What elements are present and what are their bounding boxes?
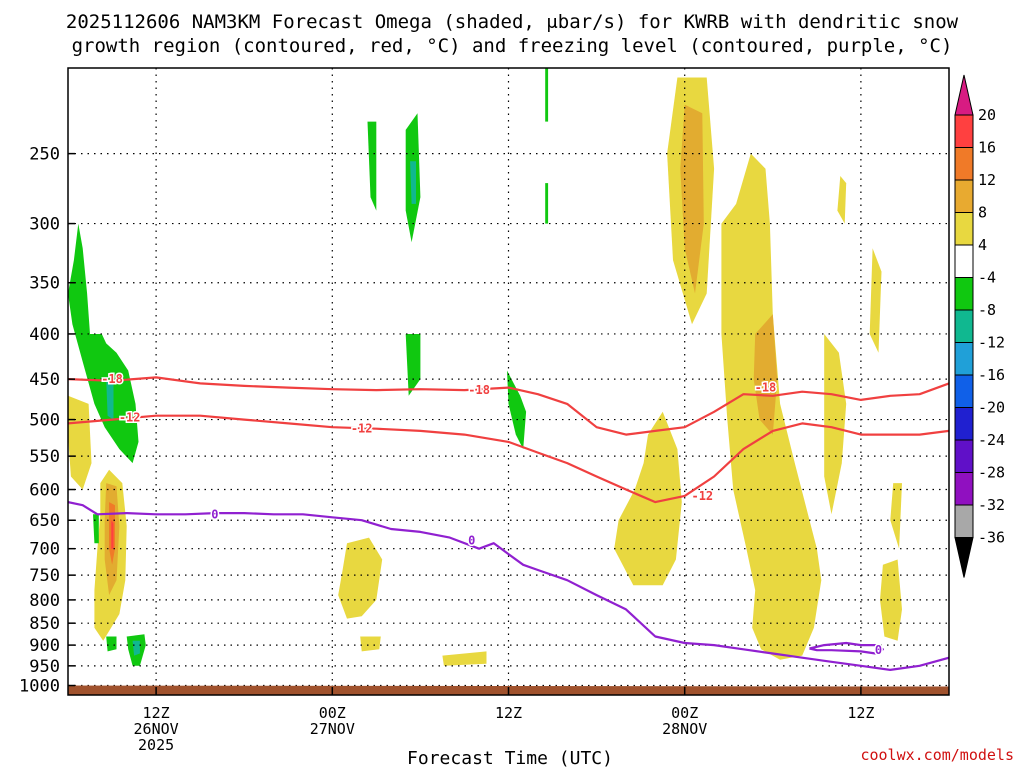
contour-label-1: -12 — [119, 410, 141, 424]
contour-label-4: -12 — [691, 489, 713, 503]
contour-label-7: 0 — [468, 533, 475, 547]
x-tick-label-18-1: 00Z — [319, 704, 346, 722]
colorbar-bottom-triangle — [954, 537, 974, 578]
colorbar-box-2 — [954, 147, 974, 181]
y-tick-label-700: 700 — [29, 540, 60, 560]
omega-region-16 — [890, 483, 902, 549]
colorbar-box-8 — [954, 342, 974, 376]
colorbar-label-7: -12 — [978, 334, 1005, 352]
x-tick-label-30-1: 12Z — [495, 704, 522, 722]
colorbar-label-9: -20 — [978, 399, 1005, 417]
colorbar-label-11: -28 — [978, 464, 1005, 482]
omega-region-30 — [545, 183, 549, 224]
omega-region-19 — [106, 379, 114, 420]
y-tick-label-1000: 1000 — [19, 677, 60, 697]
contour-label-0: -18 — [101, 372, 123, 386]
colorbar-box-9 — [954, 374, 974, 408]
contour-line-0-3 — [809, 641, 884, 655]
contour-label-8: 0 — [875, 643, 882, 657]
y-tick-label-500: 500 — [29, 411, 60, 431]
colorbar-box-7 — [954, 309, 974, 343]
x-axis-label: Forecast Time (UTC) — [407, 748, 613, 768]
colorbar-box-5 — [954, 244, 974, 278]
y-tick-label-450: 450 — [29, 370, 60, 390]
omega-region-29 — [545, 68, 549, 122]
colorbar-label-3: 8 — [978, 204, 987, 222]
x-tick-label-42-2: 28NOV — [662, 720, 707, 738]
x-tick-label-6-3: 2025 — [138, 736, 174, 754]
site-credit: coolwx.com/models — [860, 746, 1014, 764]
y-tick-label-350: 350 — [29, 274, 60, 294]
y-tick-label-650: 650 — [29, 511, 60, 531]
omega-region-23 — [93, 514, 99, 544]
colorbar: 20 16 12 8 4 -4 -8 -12 -16 -20 -24 -28 -32 -36 — [954, 74, 1005, 578]
omega-region-10 — [442, 651, 487, 666]
x-tick-label-42-1: 00Z — [671, 704, 698, 722]
omega-region-17 — [880, 559, 902, 641]
omega-region-18 — [68, 223, 139, 464]
x-tick-label-6-2: 26NOV — [134, 720, 179, 738]
omega-region-26 — [410, 161, 416, 204]
contour-label-5: -18 — [755, 381, 777, 395]
colorbar-label-5: -4 — [978, 269, 996, 287]
y-tick-label-600: 600 — [29, 481, 60, 501]
contour-label-layer: -18 -12 -12 -18 -12 -18 0 0 0 — [100, 371, 884, 659]
omega-region-5 — [837, 176, 847, 224]
y-tick-label-550: 550 — [29, 447, 60, 467]
contour-line--12-1 — [68, 414, 949, 504]
colorbar-label-8: -16 — [978, 366, 1005, 384]
omega-region-1 — [680, 104, 704, 294]
omega-region-28 — [507, 370, 527, 450]
y-tick-label-400: 400 — [29, 325, 60, 345]
omega-region-15 — [111, 520, 114, 549]
contour-label-3: -18 — [468, 383, 490, 397]
colorbar-box-3 — [954, 179, 974, 213]
x-tick-label-6-1: 12Z — [143, 704, 170, 722]
colorbar-box-4 — [954, 212, 974, 246]
colorbar-box-13 — [954, 504, 974, 538]
colorbar-label-2: 12 — [978, 171, 996, 189]
y-tick-label-800: 800 — [29, 591, 60, 611]
omega-region-27 — [405, 334, 421, 396]
x-tick-label-18-2: 27NOV — [310, 720, 355, 738]
contour-layer — [68, 376, 949, 671]
contour-label-2: -12 — [351, 422, 373, 436]
colorbar-label-6: -8 — [978, 301, 996, 319]
y-axis: 2503003504004505005506006507007508008509… — [19, 145, 75, 697]
omega-region-4 — [869, 248, 882, 353]
contour-line-0-2 — [68, 501, 949, 671]
colorbar-label-13: -36 — [978, 529, 1005, 547]
colorbar-label-12: -32 — [978, 496, 1005, 514]
x-tick-label-54-1: 12Z — [847, 704, 874, 722]
omega-region-22 — [106, 636, 117, 652]
y-tick-label-750: 750 — [29, 566, 60, 586]
y-tick-label-250: 250 — [29, 145, 60, 165]
y-tick-label-950: 950 — [29, 657, 60, 677]
omega-region-24 — [367, 121, 377, 211]
colorbar-box-6 — [954, 277, 974, 311]
chart-title-line-1: 2025112606 NAM3KM Forecast Omega (shaded… — [66, 11, 959, 33]
colorbar-box-11 — [954, 439, 974, 473]
colorbar-box-1 — [954, 114, 974, 148]
colorbar-label-0: 20 — [978, 106, 996, 124]
y-tick-label-900: 900 — [29, 636, 60, 656]
contour-line--18-0 — [68, 376, 949, 436]
y-tick-label-850: 850 — [29, 614, 60, 634]
omega-region-6 — [753, 314, 778, 435]
y-tick-label-300: 300 — [29, 215, 60, 235]
colorbar-box-12 — [954, 472, 974, 506]
gridlines — [68, 68, 949, 695]
chart-title-line-2: growth region (contoured, red, °C) and f… — [72, 35, 953, 57]
colorbar-top-triangle — [954, 74, 974, 116]
contour-label-6: 0 — [211, 507, 218, 521]
colorbar-box-10 — [954, 407, 974, 441]
colorbar-label-1: 16 — [978, 139, 996, 157]
colorbar-label-10: -24 — [978, 431, 1005, 449]
omega-region-9 — [360, 636, 381, 652]
omega-region-8 — [338, 537, 383, 619]
colorbar-label-4: 4 — [978, 236, 987, 254]
